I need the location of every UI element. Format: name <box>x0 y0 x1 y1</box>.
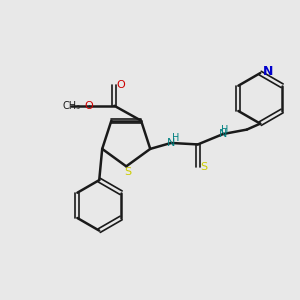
Text: S: S <box>200 162 207 172</box>
Text: H: H <box>172 134 179 143</box>
Text: S: S <box>124 167 131 177</box>
Text: N: N <box>262 65 273 78</box>
Text: O: O <box>85 101 93 111</box>
Text: N: N <box>219 129 227 139</box>
Text: H: H <box>221 124 228 135</box>
Text: O: O <box>116 80 124 90</box>
Text: CH₃: CH₃ <box>62 101 80 111</box>
Text: N: N <box>167 138 175 148</box>
